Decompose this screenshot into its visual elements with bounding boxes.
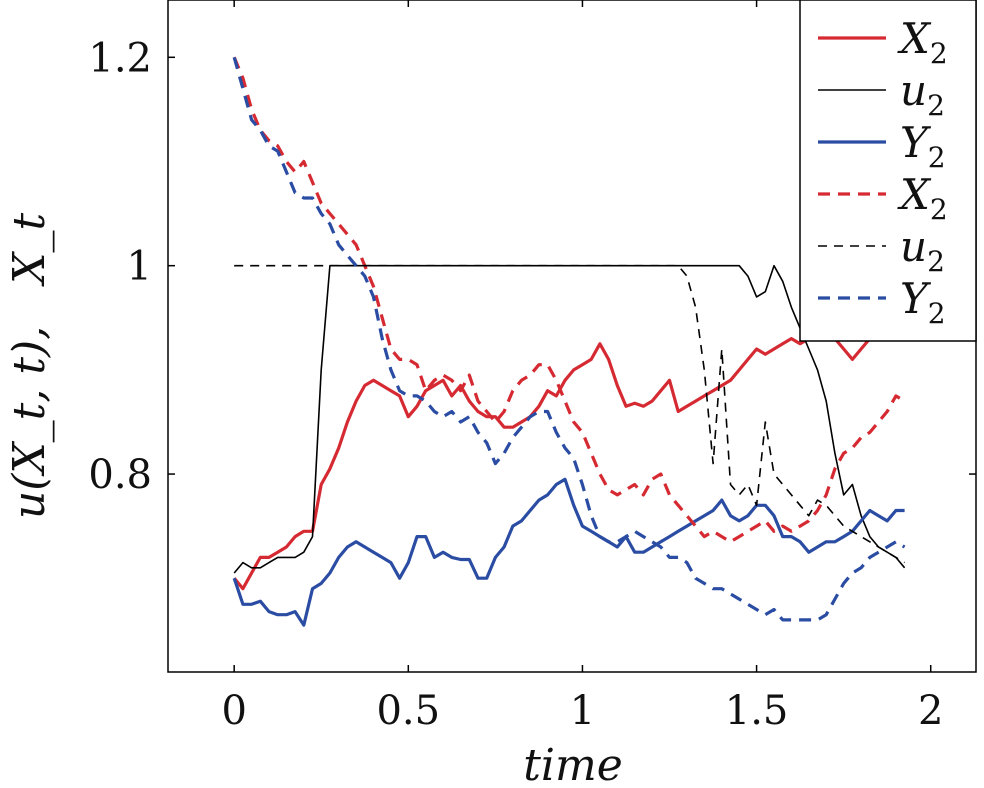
legend-box [799,0,977,342]
series-line-5 [234,264,906,564]
series-line-4 [232,56,906,544]
series-line-3 [232,477,905,627]
legend-label: X2 [897,14,948,70]
x-axis-label: time [523,740,623,788]
y-tick-label: 1.2 [88,35,152,81]
legend-label: u2 [900,222,945,278]
y-axis-label: u(X_t, t), X_t [4,213,55,520]
series-line-6 [232,56,906,622]
series-line-1 [232,326,906,591]
x-tick-label: 2 [918,688,943,734]
axis-ticks: 0 0.5 1 1.5 2 0.8 1 1.2 [88,0,976,734]
x-tick-label: 0 [221,688,246,734]
x-tick-label: 1.5 [725,688,789,734]
y-tick-label: 1 [127,244,152,290]
x-tick-label: 0.5 [376,688,440,734]
plot-lines [232,56,906,627]
y-tick-label: 0.8 [88,452,152,498]
x-tick-label: 1 [570,688,595,734]
